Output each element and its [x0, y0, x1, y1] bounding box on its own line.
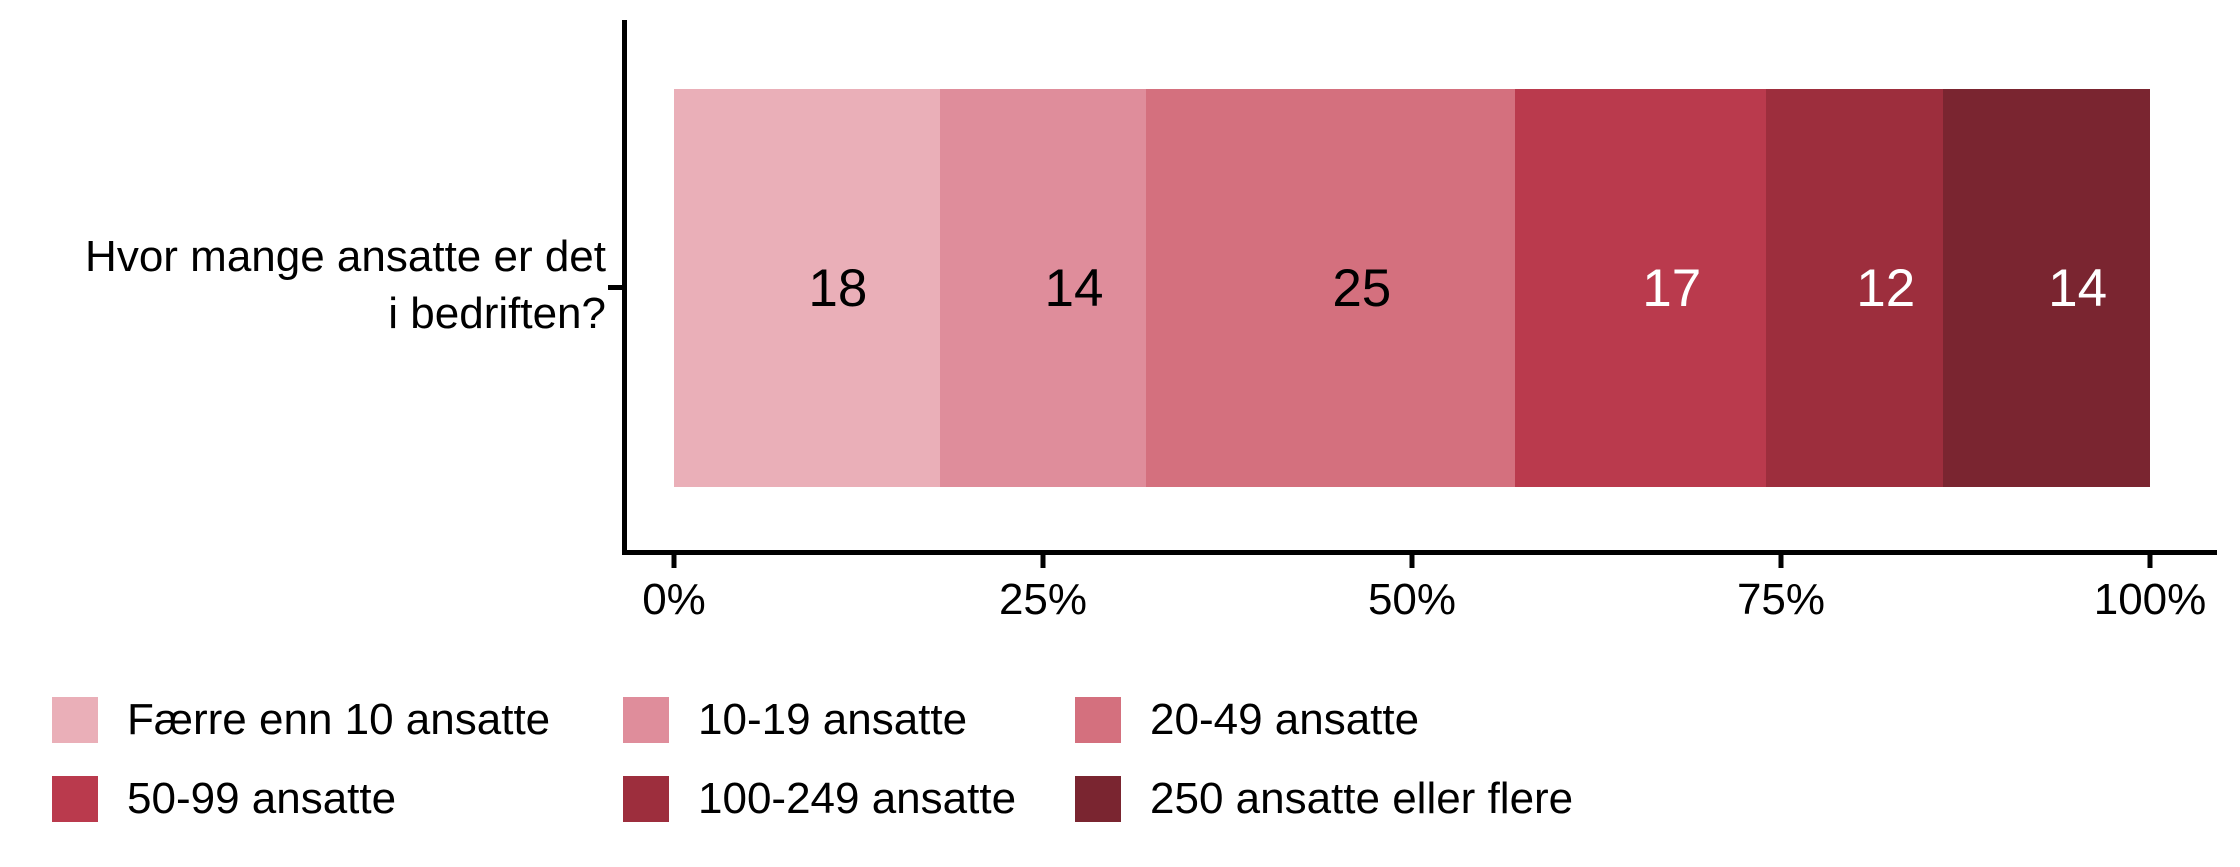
bar-segment-5: 12 — [1766, 89, 1944, 487]
x-axis-tick — [1409, 555, 1415, 568]
bar-segment-value-label: 17 — [1642, 258, 1702, 318]
legend-item-2: 10-19 ansatte — [623, 695, 1075, 745]
y-axis-tick — [608, 285, 622, 290]
legend-label: 50-99 ansatte — [127, 774, 397, 823]
y-axis-title-line-1: Hvor mange ansatte er det — [85, 232, 606, 281]
legend-swatch — [1075, 697, 1121, 743]
x-axis-tick — [1778, 555, 1784, 568]
legend-item-1: Færre enn 10 ansatte — [52, 695, 623, 745]
legend: Færre enn 10 ansatte 10-19 ansatte 20-49 a… — [52, 695, 1573, 824]
x-axis-tick — [1040, 555, 1046, 568]
x-axis-tick-label: 0% — [642, 575, 706, 624]
legend-swatch — [52, 776, 98, 822]
legend-swatch — [623, 697, 669, 743]
x-axis-tick-label: 50% — [1367, 575, 1457, 624]
bar-segment-value-label: 14 — [1044, 258, 1104, 318]
bar-segment-1: 18 — [674, 89, 940, 487]
legend-label: 10-19 ansatte — [698, 695, 968, 744]
legend-label: 100-249 ansatte — [698, 774, 1017, 823]
y-axis-title: Hvor mange ansatte er det i bedriften? — [85, 228, 606, 342]
bar-segment-2: 14 — [939, 89, 1147, 487]
x-axis-tick — [671, 555, 677, 568]
bar-segment-4: 17 — [1515, 89, 1767, 487]
legend-label: 250 ansatte eller flere — [1150, 774, 1574, 823]
x-axis-tick-label: 25% — [998, 575, 1088, 624]
bar-segment-3: 25 — [1146, 89, 1516, 487]
legend-label: 20-49 ansatte — [1150, 695, 1420, 744]
bar-segment-value-label: 12 — [1856, 258, 1916, 318]
legend-swatch — [623, 776, 669, 822]
stacked-bar: 18 14 25 17 12 14 — [674, 89, 2150, 487]
legend-item-4: 50-99 ansatte — [52, 774, 623, 824]
bar-segment-value-label: 18 — [808, 258, 868, 318]
legend-item-6: 250 ansatte eller flere — [1075, 774, 1573, 824]
x-axis-tick-label: 75% — [1736, 575, 1826, 624]
x-axis-line — [622, 550, 2217, 555]
legend-item-3: 20-49 ansatte — [1075, 695, 1573, 745]
legend-item-5: 100-249 ansatte — [623, 774, 1075, 824]
y-axis-title-line-2: i bedriften? — [388, 289, 606, 339]
legend-swatch — [1075, 776, 1121, 822]
bar-segment-value-label: 14 — [2048, 258, 2108, 318]
y-axis-line — [622, 20, 627, 555]
bar-segment-value-label: 25 — [1332, 258, 1392, 318]
bar-segment-6: 14 — [1943, 89, 2150, 487]
legend-label: Færre enn 10 ansatte — [127, 695, 551, 744]
x-axis-tick-label: 100% — [2093, 575, 2207, 624]
x-axis-tick — [2147, 555, 2153, 568]
legend-swatch — [52, 697, 98, 743]
